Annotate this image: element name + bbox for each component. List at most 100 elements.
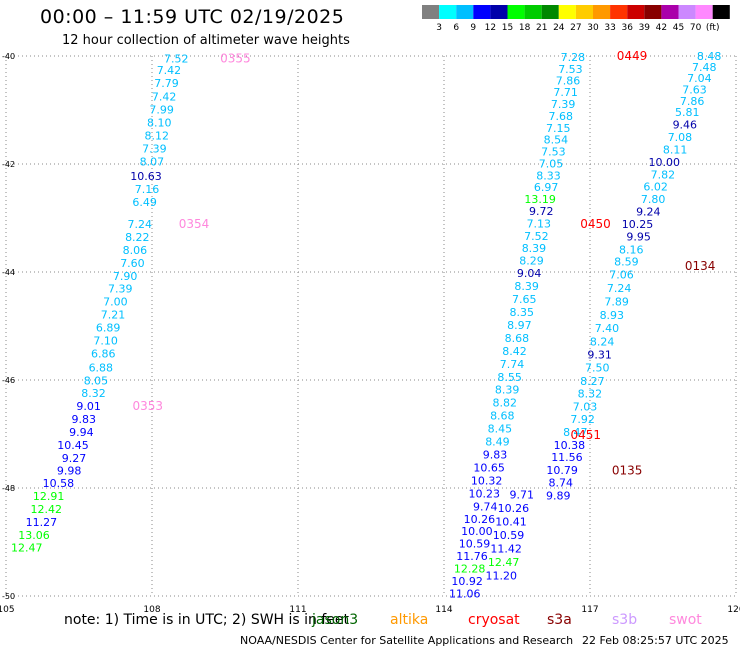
legend-swatch (593, 5, 611, 19)
legend-label: 24 (553, 23, 565, 33)
wave-height-label: 12.42 (30, 503, 62, 516)
wave-height-label: 8.06 (123, 244, 148, 257)
wave-height-label: 7.65 (512, 293, 537, 306)
wave-height-label: 8.42 (502, 345, 527, 358)
wave-height-label: 6.86 (91, 348, 116, 361)
wave-height-label: 7.86 (556, 74, 581, 87)
wave-height-label: 10.26 (498, 502, 530, 515)
wave-height-label: 7.16 (135, 183, 160, 196)
wave-height-label: 10.79 (546, 464, 578, 477)
legend-label: 18 (519, 23, 531, 33)
wave-height-label: 8.48 (697, 50, 722, 63)
wave-height-label: 10.26 (464, 513, 496, 526)
wave-height-label: 9.83 (483, 449, 508, 462)
wave-height-label: 8.24 (590, 336, 615, 349)
wave-height-label: 11.20 (486, 569, 518, 582)
wave-height-label: 7.39 (108, 283, 133, 296)
wave-height-label: 9.74 (473, 500, 498, 513)
legend-label: 3 (436, 23, 442, 33)
wave-height-label: 7.24 (128, 218, 153, 231)
wave-height-label: 8.45 (488, 423, 513, 436)
wave-height-label: 7.90 (113, 270, 138, 283)
legend-swatch (490, 5, 508, 19)
wave-height-label: 7.42 (157, 64, 182, 77)
legend-swatch (456, 5, 474, 19)
wave-height-label: 12.47 (11, 541, 43, 554)
wave-height-label: 10.32 (471, 474, 503, 487)
x-tick-label: 120 (727, 605, 740, 615)
wave-height-label: 8.74 (548, 477, 573, 490)
grid (5, 55, 737, 597)
wave-height-label: 7.48 (692, 61, 717, 74)
legend-swatch (541, 5, 559, 19)
wave-height-label: 6.97 (534, 181, 559, 194)
x-tick-label: 108 (143, 605, 160, 615)
legend-swatch (473, 5, 491, 19)
wave-height-label: 7.60 (120, 257, 145, 270)
chart-subtitle: 12 hour collection of altimeter wave hei… (62, 33, 350, 48)
wave-height-label: 12.28 (454, 562, 486, 575)
wave-height-label: 7.00 (103, 296, 128, 309)
wave-height-label: 9.01 (76, 400, 101, 413)
wave-height-label: 11.42 (490, 542, 522, 555)
wave-height-label: 9.95 (626, 230, 651, 243)
wave-height-label: 7.86 (680, 95, 705, 108)
wave-height-label: 8.32 (578, 388, 603, 401)
pass-time-label: 0449 (617, 49, 648, 63)
wave-height-label: 7.89 (604, 296, 629, 309)
legend-swatch (575, 5, 593, 19)
wave-height-label: 10.41 (495, 515, 527, 528)
legend-swatch (627, 5, 645, 19)
wave-height-label: 10.92 (451, 575, 483, 588)
wave-height-label: 6.89 (96, 322, 121, 335)
wave-height-label: 11.56 (551, 451, 583, 464)
wave-height-label: 7.82 (651, 168, 676, 181)
legend-swatch (507, 5, 525, 19)
wave-height-label: 10.58 (43, 477, 75, 490)
x-tick-label: 105 (0, 605, 15, 615)
wave-height-label: 9.04 (517, 267, 542, 280)
legend-swatch (661, 5, 679, 19)
wave-height-label: 9.94 (69, 426, 94, 439)
x-tick-label: 117 (581, 605, 598, 615)
wave-height-label: 8.47 (563, 426, 588, 439)
wave-height-label: 8.68 (490, 410, 515, 423)
wave-height-label: 8.10 (147, 116, 172, 129)
satellite-legend-altika: altika (390, 612, 429, 628)
wave-height-label: 8.59 (614, 256, 639, 269)
wave-height-label: 8.55 (497, 371, 522, 384)
wave-height-label: 8.68 (505, 332, 530, 345)
wave-height-label: 10.63 (130, 170, 162, 183)
wave-height-label: 7.74 (500, 358, 525, 371)
wave-height-label: 7.08 (668, 131, 693, 144)
pass-time-label: 0451 (571, 428, 602, 442)
wave-height-label: 10.00 (461, 525, 493, 538)
wave-height-label: 8.22 (125, 231, 150, 244)
satellite-legend-jason3: jason3 (312, 612, 359, 628)
wave-height-label: 7.06 (609, 269, 634, 282)
wave-height-label: 8.35 (510, 306, 535, 319)
legend-label: 30 (587, 23, 599, 33)
wave-height-label: 8.32 (81, 387, 106, 400)
wave-height-label: 7.13 (527, 217, 552, 230)
y-tick-label: -44 (2, 268, 15, 277)
wave-height-label: 10.23 (468, 487, 500, 500)
legend-swatch (712, 5, 730, 19)
legend-swatch (439, 5, 457, 19)
legend-swatch (644, 5, 662, 19)
wave-height-label: 8.54 (544, 134, 569, 147)
wave-height-label: 8.12 (145, 129, 170, 142)
wave-height-label: 11.76 (456, 550, 488, 563)
wave-height-label: 10.45 (57, 439, 89, 452)
wave-height-label: 6.02 (643, 181, 668, 194)
satellite-legend-cryosat: cryosat (468, 612, 520, 628)
wave-height-label: 8.27 (580, 375, 605, 388)
legend-swatch (678, 5, 696, 19)
wave-height-label: 7.21 (101, 309, 126, 322)
wave-height-label: 7.52 (164, 53, 189, 66)
legend-label: 15 (502, 23, 513, 33)
wave-height-label: 7.40 (595, 322, 620, 335)
satellite-track: 7.287.537.867.717.397.687.158.547.537.05… (449, 51, 585, 600)
footnote: note: 1) Time is in UTC; 2) SWH is in fe… (64, 612, 350, 628)
